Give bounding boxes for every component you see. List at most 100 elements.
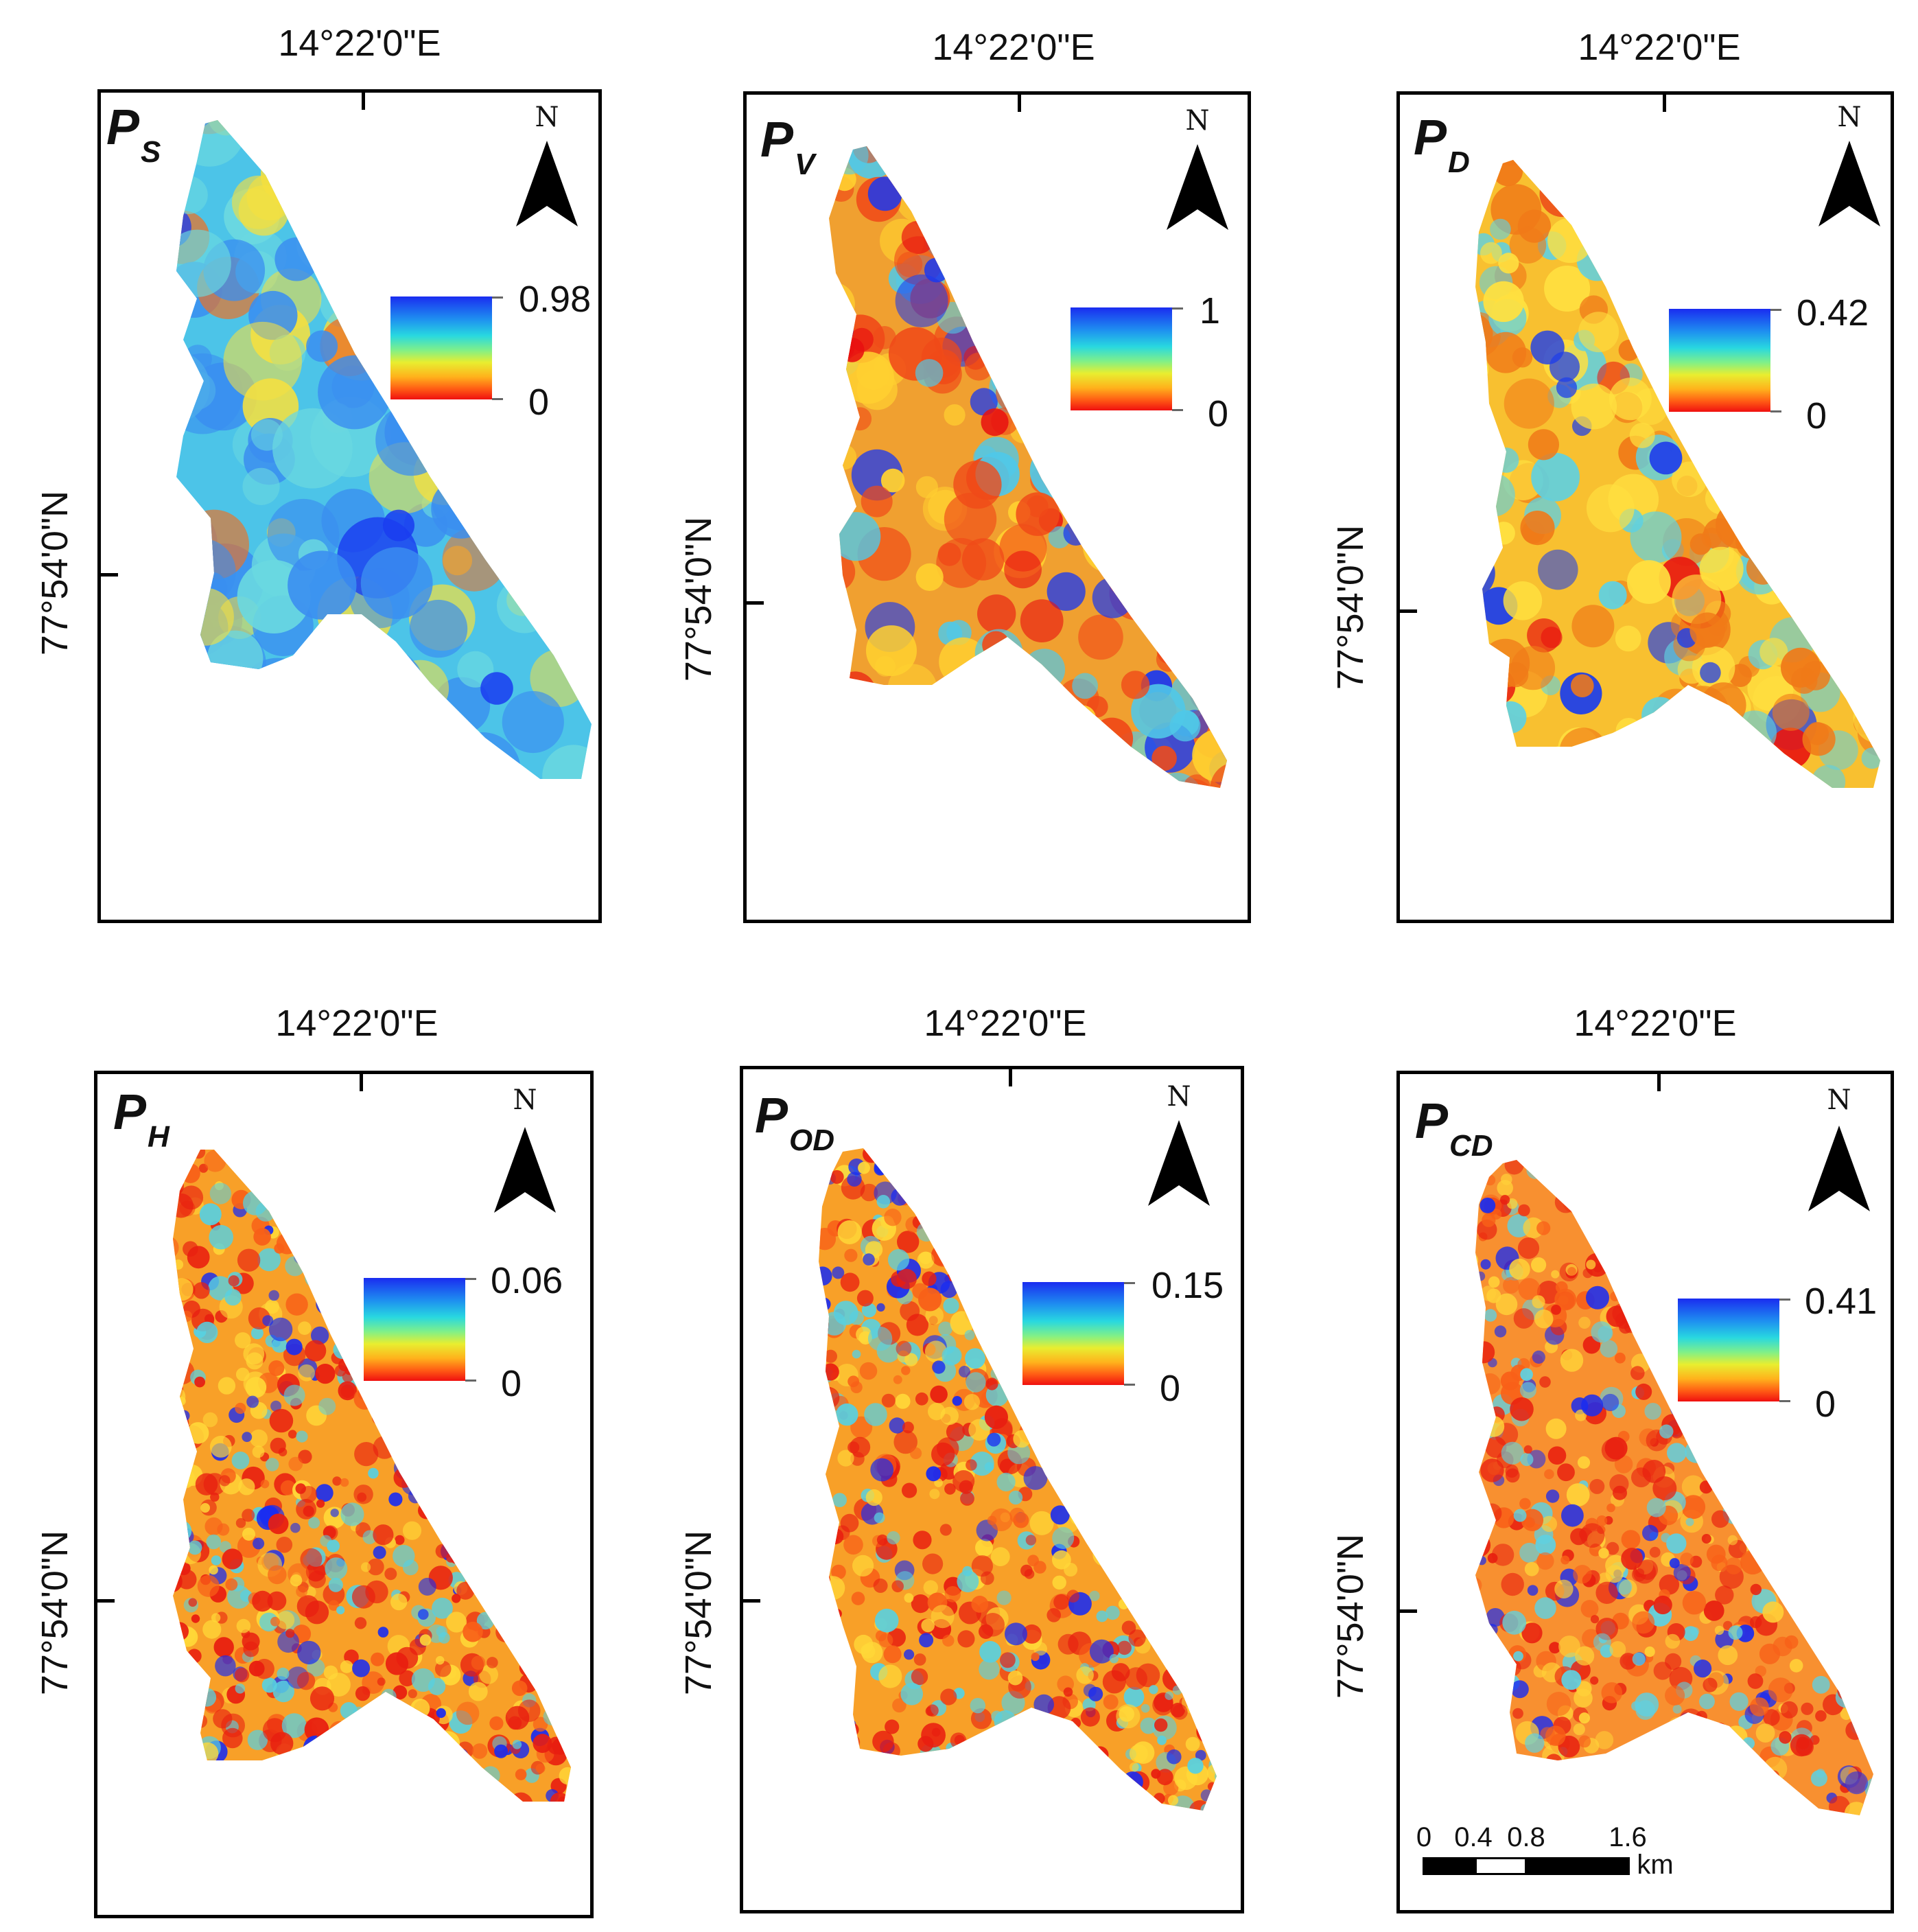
raster-cell [763,1860,775,1872]
raster-cell [760,1771,770,1781]
raster-cell [1499,1795,1515,1811]
raster-cell [1092,743,1141,788]
raster-cell [1420,1570,1434,1583]
raster-cell [97,1092,115,1113]
raster-cell [1086,1763,1096,1773]
raster-cell [1794,1386,1807,1399]
raster-cell [926,1466,942,1482]
raster-cell [900,1108,920,1128]
raster-cell [1715,1585,1734,1605]
glacier-map [97,1081,571,1915]
raster-cell [173,1193,194,1218]
raster-cell [1111,1500,1122,1511]
raster-cell [1494,701,1527,734]
raster-cell [873,1578,888,1593]
raster-cell [1733,1272,1742,1281]
raster-cell [484,1585,507,1609]
raster-cell [1818,1875,1832,1888]
raster-cell [758,1595,773,1610]
raster-cell [1200,1476,1216,1493]
raster-cell [1071,1485,1091,1505]
raster-cell [128,1760,148,1780]
raster-cell [1853,1491,1873,1515]
raster-cell [922,1271,937,1286]
raster-cell [1178,1486,1201,1509]
raster-cell [1110,1795,1122,1807]
raster-cell [774,301,810,337]
raster-cell [1451,798,1490,837]
raster-cell [253,1537,265,1550]
raster-cell [309,1686,335,1711]
raster-cell [1637,764,1674,788]
raster-cell [887,783,921,788]
raster-cell [1663,1248,1680,1266]
raster-cell [445,1853,466,1874]
raster-cell [1072,803,1102,833]
raster-cell [374,771,405,779]
raster-cell [829,521,833,556]
raster-cell [156,1905,167,1915]
raster-cell [150,1353,165,1368]
raster-cell [567,1150,571,1172]
raster-cell [548,1421,571,1445]
raster-cell [325,781,353,810]
raster-cell [429,1150,454,1166]
raster-cell [819,1449,828,1458]
raster-cell [460,1766,471,1776]
raster-cell [412,1081,424,1093]
raster-cell [1747,1117,1770,1141]
raster-cell [744,1811,758,1824]
raster-cell [535,1355,549,1369]
raster-cell [436,1455,448,1467]
raster-cell [425,1125,443,1143]
raster-cell [1418,1887,1442,1910]
legend-max: 0.15 [1151,1265,1224,1306]
raster-cell [929,1489,940,1500]
raster-cell [1653,1662,1672,1680]
raster-cell [222,718,270,766]
raster-cell [759,1557,777,1576]
raster-cell [819,1625,835,1650]
raster-cell [1556,377,1578,398]
raster-cell [928,1228,943,1242]
raster-cell [848,1836,872,1859]
raster-cell [1700,836,1724,860]
raster-cell [314,1138,323,1148]
raster-cell [1689,848,1718,878]
raster-cell [747,243,766,272]
raster-cell [1053,1594,1069,1610]
raster-cell [361,1562,371,1572]
raster-cell [201,1121,219,1139]
legend-max: 0.98 [519,279,592,320]
raster-cell [1749,501,1794,546]
raster-cell [957,1630,975,1648]
raster-cell [375,1157,393,1174]
raster-cell [931,1442,955,1467]
raster-cell [1802,723,1836,756]
raster-cell [784,1844,795,1855]
raster-cell [423,1404,445,1426]
raster-cell [309,1198,329,1217]
raster-cell [263,1131,275,1143]
raster-cell [745,1265,761,1281]
raster-cell [176,1569,197,1590]
raster-cell [1009,1490,1023,1505]
raster-cell [932,1791,950,1809]
raster-cell [447,1750,459,1762]
raster-cell [446,1552,456,1563]
raster-cell [958,856,1013,911]
raster-cell [962,102,994,135]
raster-cell [1421,1297,1439,1315]
raster-cell [1070,1717,1081,1729]
raster-cell [1087,1104,1108,1125]
raster-cell [554,1345,569,1360]
raster-cell [955,257,982,283]
raster-cell [446,1611,467,1633]
raster-cell [1775,445,1822,493]
raster-cell [97,1106,106,1117]
raster-cell [821,1576,845,1601]
raster-cell [1833,1848,1851,1866]
raster-cell [283,1150,294,1152]
raster-cell [1064,1415,1073,1424]
raster-cell [1095,1193,1119,1217]
